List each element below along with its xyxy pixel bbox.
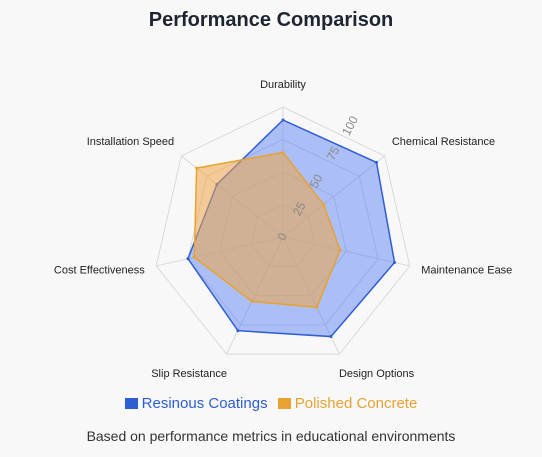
series-point[interactable]: [322, 203, 326, 207]
tick-label: 75: [324, 144, 343, 163]
series-point[interactable]: [315, 305, 319, 309]
legend-swatch: [277, 398, 291, 409]
series-area-polished-concrete[interactable]: [193, 151, 341, 309]
tick-label: 100: [339, 113, 361, 138]
chart-caption: Based on performance metrics in educatio…: [86, 428, 456, 444]
axis-label-design-options: Design Options: [339, 368, 415, 380]
radar-series: [186, 118, 397, 339]
series-point[interactable]: [281, 118, 285, 122]
series-point[interactable]: [393, 260, 397, 264]
chart-title: Performance Comparison: [148, 9, 394, 31]
legend-item-polished-concrete[interactable]: Polished Concrete: [277, 395, 418, 412]
series-point[interactable]: [329, 335, 333, 339]
series-point[interactable]: [192, 255, 196, 259]
axis-label-maintenance-ease: Maintenance Ease: [421, 265, 512, 277]
grid-ring: [155, 106, 411, 355]
legend-label: Polished Concrete: [294, 395, 418, 412]
legend-label: Resinous Coatings: [141, 395, 268, 412]
series-point[interactable]: [281, 151, 285, 154]
series-point[interactable]: [250, 299, 254, 303]
axis-label-chemical-resistance: Chemical Resistance: [392, 136, 495, 148]
axis-label-installation-speed: Installation Speed: [87, 136, 174, 148]
series-point[interactable]: [195, 166, 199, 170]
series-point[interactable]: [236, 329, 240, 333]
radar-axis-labels: Durability Chemical Resistance Maintenance…: [54, 79, 512, 380]
legend: Resinous Coatings Polished Concrete: [0, 395, 542, 412]
axis-label-cost-effectiveness: Cost Effectiveness: [54, 265, 145, 277]
legend-swatch: [124, 398, 138, 409]
axis-label-slip-resistance: Slip Resistance: [151, 368, 227, 380]
legend-item-resinous-coatings[interactable]: Resinous Coatings: [124, 395, 268, 412]
axis-label-durability: Durability: [260, 79, 306, 91]
series-point[interactable]: [186, 257, 190, 261]
tick-label: 25: [290, 199, 309, 218]
tick-label: 50: [307, 172, 326, 191]
series-point[interactable]: [338, 248, 342, 252]
series-point[interactable]: [375, 160, 379, 164]
